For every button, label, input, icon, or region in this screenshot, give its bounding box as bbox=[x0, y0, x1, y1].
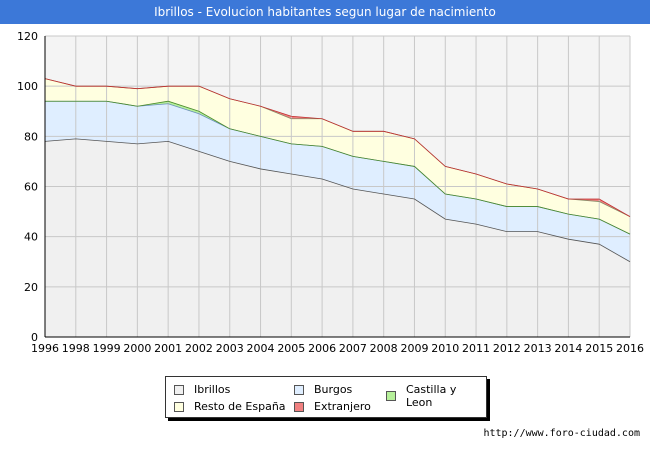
legend-label: Extranjero bbox=[314, 400, 371, 413]
x-tick-label: 2004 bbox=[247, 342, 275, 355]
x-tick-label: 2012 bbox=[493, 342, 521, 355]
chart-title: Ibrillos - Evolucion habitantes segun lu… bbox=[0, 0, 650, 24]
x-tick-label: 2005 bbox=[277, 342, 305, 355]
legend-label: Burgos bbox=[314, 383, 353, 396]
legend: Ibrillos Burgos Castilla y Leon Resto de… bbox=[165, 376, 487, 418]
legend-label: Resto de España bbox=[194, 400, 286, 413]
x-tick-label: 2014 bbox=[554, 342, 582, 355]
x-tick-label: 1996 bbox=[31, 342, 59, 355]
source-url: http://www.foro-ciudad.com bbox=[483, 428, 640, 439]
y-axis-ticks: 0 20 40 60 80 100 120 bbox=[17, 30, 38, 344]
y-tick-label: 20 bbox=[24, 281, 38, 294]
line-ibrillos bbox=[44, 138, 631, 263]
x-tick-label: 2008 bbox=[370, 342, 398, 355]
x-tick-label: 1998 bbox=[62, 342, 90, 355]
legend-item-resto-de-espana: Resto de España bbox=[174, 400, 286, 413]
x-tick-label: 2006 bbox=[308, 342, 336, 355]
y-tick-label: 100 bbox=[17, 80, 38, 93]
area-chart: 1996 1998 1999 2000 2001 2002 2003 2004 2005 2006… bbox=[17, 30, 644, 355]
gridlines bbox=[44, 35, 631, 338]
legend-label: Castilla y Leon bbox=[405, 383, 457, 409]
legend-item-extranjero: Extranjero bbox=[294, 400, 371, 413]
legend-label: Ibrillos bbox=[194, 383, 231, 396]
x-tick-label: 1999 bbox=[93, 342, 121, 355]
y-tick-label: 80 bbox=[24, 130, 38, 143]
legend-swatch-ibrillos bbox=[174, 384, 184, 395]
legend-item-ibrillos: Ibrillos bbox=[174, 383, 230, 396]
legend-swatch-burgos bbox=[294, 384, 304, 395]
area-burgos bbox=[45, 101, 630, 262]
legend-item-burgos: Burgos bbox=[294, 383, 352, 396]
y-tick-label: 40 bbox=[24, 231, 38, 244]
series-lines bbox=[44, 78, 631, 263]
legend-item-castilla-y-leon: Castilla y Leon bbox=[386, 383, 486, 409]
legend-swatch-extranjero bbox=[294, 401, 304, 412]
x-tick-label: 2011 bbox=[462, 342, 490, 355]
y-tick-label: 0 bbox=[31, 331, 38, 344]
legend-swatch-resto-de-espana bbox=[174, 401, 184, 412]
x-tick-label: 2013 bbox=[524, 342, 552, 355]
x-tick-label: 2001 bbox=[154, 342, 182, 355]
x-tick-label: 2003 bbox=[216, 342, 244, 355]
x-tick-label: 2007 bbox=[339, 342, 367, 355]
line-extranjero bbox=[44, 78, 631, 217]
y-tick-label: 60 bbox=[24, 181, 38, 194]
area-ibrillos bbox=[45, 138, 630, 337]
x-tick-label: 2010 bbox=[431, 342, 459, 355]
y-tick-label: 120 bbox=[17, 30, 38, 43]
x-axis-ticks: 1996 1998 1999 2000 2001 2002 2003 2004 2005 2006… bbox=[31, 342, 644, 355]
legend-swatch-castilla-y-leon bbox=[386, 391, 396, 401]
area-resto-de-espana bbox=[45, 78, 630, 235]
series-areas bbox=[45, 78, 630, 337]
x-tick-label: 2015 bbox=[585, 342, 613, 355]
x-tick-label: 2002 bbox=[185, 342, 213, 355]
x-tick-label: 2000 bbox=[123, 342, 151, 355]
x-tick-label: 2009 bbox=[400, 342, 428, 355]
x-tick-label: 2016 bbox=[616, 342, 644, 355]
line-castilla-y-leon bbox=[45, 100, 631, 235]
